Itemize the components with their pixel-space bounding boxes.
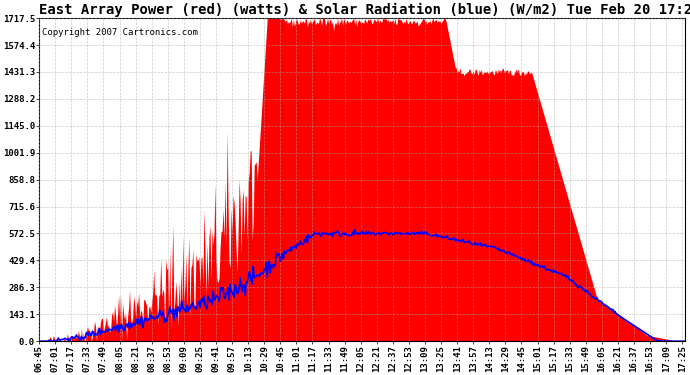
Text: Copyright 2007 Cartronics.com: Copyright 2007 Cartronics.com: [42, 28, 198, 37]
Text: East Array Power (red) (watts) & Solar Radiation (blue) (W/m2) Tue Feb 20 17:29: East Array Power (red) (watts) & Solar R…: [39, 3, 690, 17]
